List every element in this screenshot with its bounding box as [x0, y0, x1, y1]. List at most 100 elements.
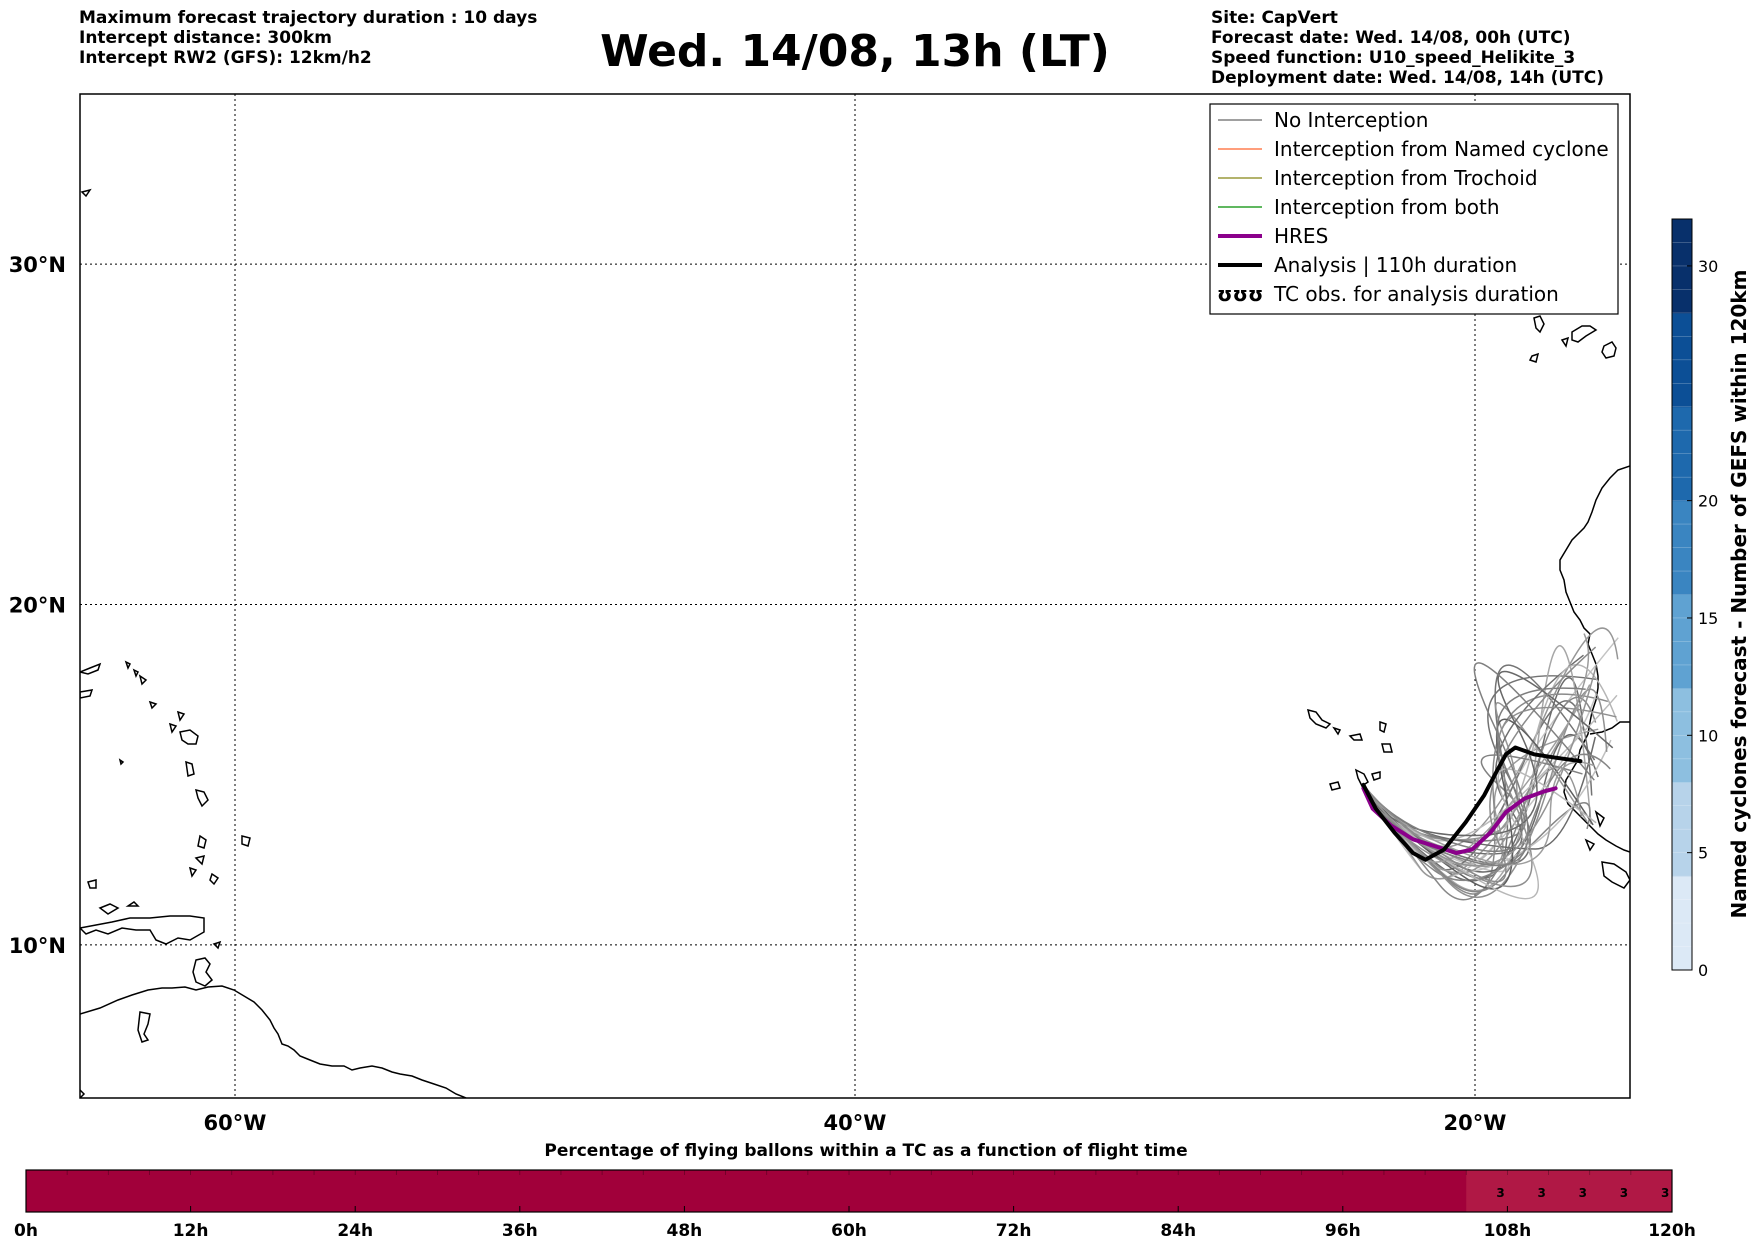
timeline-tick-label: 96h [1325, 1221, 1361, 1241]
coastline-island [194, 788, 209, 808]
coastline-island [80, 662, 102, 675]
colorbar-tick-label: 15 [1698, 609, 1718, 628]
colorbar-title: Named cyclones forecast - Number of GEFS… [1727, 270, 1751, 919]
legend-label: Analysis | 110h duration [1274, 253, 1517, 277]
coastline-south-america [80, 1089, 86, 1098]
legend: No Interception Interception from Named c… [1209, 103, 1619, 315]
ensemble-trajectory [1362, 646, 1597, 883]
coastline-cape-verde [1332, 726, 1342, 736]
lat-tick-label: 30°N [9, 253, 66, 277]
colorbar-tick-label: 20 [1698, 492, 1718, 511]
coastline-cape-verde [1381, 743, 1393, 753]
timeline-cell-value: 3 [1496, 1186, 1504, 1200]
timeline-cell-value: 3 [1661, 1186, 1669, 1200]
header-right-line: Deployment date: Wed. 14/08, 14h (UTC) [1211, 68, 1605, 88]
coastline-island [185, 760, 195, 777]
timeline-tick-label: 120h [1648, 1221, 1696, 1241]
timeline-tick-label: 108h [1484, 1221, 1532, 1241]
header-left-line: Intercept distance: 300km [79, 28, 332, 48]
coastline-canary [1571, 325, 1598, 343]
timeline-tick-label: 24h [337, 1221, 373, 1241]
lon-tick-label: 60°W [204, 1111, 267, 1135]
coastline-africa [1601, 861, 1630, 889]
coastline-island [179, 729, 199, 745]
timeline-title: Percentage of flying ballons within a TC… [544, 1141, 1187, 1161]
timeline-tick-label: 0h [14, 1221, 38, 1241]
header-right-line: Speed function: U10_speed_Helikite_3 [1211, 48, 1576, 68]
coastline-island [148, 700, 158, 710]
legend-label: Interception from both [1274, 195, 1500, 219]
gefs-ensemble-trajectories [1362, 627, 1619, 901]
coastline-canary [1533, 315, 1545, 334]
timeline-bar: 3 3 3 3 3 0h 12h 24h 36h 48h 60h 72h 84h 96h 108h 120h [14, 1169, 1696, 1241]
lon-tick-label: 40°W [824, 1111, 887, 1135]
coastline-island [188, 866, 198, 878]
colorbar-segment [1672, 219, 1692, 314]
coastline-island [194, 854, 206, 866]
colorbar-tick-label: 30 [1698, 257, 1718, 276]
legend-label: Interception from Trochoid [1274, 166, 1538, 190]
coastline-africa [1584, 838, 1596, 852]
map-frame [79, 93, 1631, 1099]
ensemble-trajectory [1362, 663, 1618, 866]
timeline-tick-label: 12h [173, 1221, 209, 1241]
timeline-highlight [1466, 1170, 1672, 1212]
timeline-tick-label: 60h [831, 1221, 867, 1241]
coastline-cape-verde [1379, 720, 1387, 734]
coastline-cape-verde [1306, 708, 1332, 729]
coastline-island [212, 940, 222, 950]
coastline-island [168, 722, 178, 734]
coastline-island [197, 834, 207, 849]
coastline-island [80, 689, 94, 699]
coastline-island [80, 915, 205, 945]
page-title: Wed. 14/08, 13h (LT) [600, 26, 1110, 77]
coastline-island [118, 758, 125, 766]
legend-box [1209, 103, 1619, 315]
timeline-fill [26, 1170, 1672, 1212]
ensemble-trajectory [1362, 761, 1595, 866]
coastline-island [87, 879, 97, 889]
header-right-info: Site: CapVert Forecast date: Wed. 14/08,… [1211, 8, 1604, 88]
legend-label: TC obs. for analysis duration [1273, 282, 1559, 306]
colorbar-segment [1672, 312, 1692, 408]
legend-label: HRES [1274, 224, 1328, 248]
coastline-canary [1560, 336, 1570, 348]
ensemble-trajectory [1362, 696, 1597, 901]
legend-label: No Interception [1274, 108, 1428, 132]
coastline-island [138, 674, 148, 686]
coastline-island [132, 668, 140, 678]
coastline-africa [1594, 810, 1605, 829]
legend-label: Interception from Named cyclone [1274, 137, 1609, 161]
header-left-info: Maximum forecast trajectory duration : 1… [79, 8, 537, 68]
coastline-south-america [80, 985, 467, 1098]
coastlines [80, 188, 1630, 1098]
ensemble-trajectory [1362, 687, 1586, 853]
timeline-tick-label: 48h [667, 1221, 703, 1241]
header-left-line: Maximum forecast trajectory duration : 1… [79, 8, 538, 28]
coastline-island [124, 660, 132, 670]
coastline-canary [1601, 341, 1617, 359]
coastline-canary [1528, 352, 1540, 363]
timeline-tick-label: 72h [996, 1221, 1032, 1241]
legend-symbol-icon: ʊʊʊ [1217, 282, 1263, 306]
colorbar-tick-label: 5 [1698, 844, 1708, 863]
timeline-tick-label: 36h [502, 1221, 538, 1241]
coastline-island [125, 901, 140, 907]
colorbar-tick-label: 10 [1698, 726, 1718, 745]
axis-labels: 60°W 40°W 20°W 30°N 20°N 10°N [9, 253, 1507, 1135]
ensemble-trajectory [1362, 645, 1592, 892]
coastline-island [209, 872, 220, 886]
ensemble-trajectory [1362, 706, 1617, 888]
colorbar-segment [1672, 688, 1692, 783]
coastline-island [176, 710, 186, 722]
header-right-line: Site: CapVert [1211, 8, 1338, 28]
colorbar-segment [1672, 876, 1692, 971]
lat-tick-label: 20°N [9, 594, 66, 618]
timeline-cell-value: 3 [1579, 1186, 1587, 1200]
timeline-cell-value: 3 [1538, 1186, 1546, 1200]
colorbar-segment [1672, 406, 1692, 502]
coastline-island [137, 1011, 151, 1043]
timeline-cell-value: 3 [1620, 1186, 1628, 1200]
header-right-line: Forecast date: Wed. 14/08, 00h (UTC) [1211, 28, 1571, 48]
